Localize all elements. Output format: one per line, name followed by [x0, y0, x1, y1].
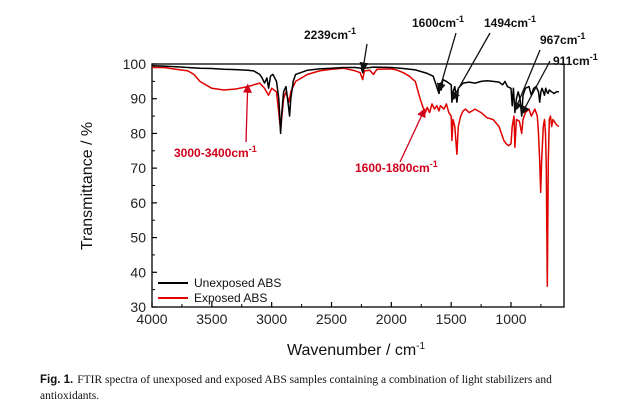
- x-tick-label: 1000: [495, 311, 526, 327]
- x-axis: 4000 3500 3000 2500 2000 1500 1000: [136, 302, 542, 327]
- annotation-arrow: [451, 32, 491, 101]
- series-line-exposed-abs: [152, 66, 560, 287]
- y-tick-label: 60: [130, 195, 146, 211]
- legend: Unexposed ABS Exposed ABS: [158, 276, 281, 305]
- annotation-arrow: [242, 83, 253, 143]
- annotation-label: 2239cm-1: [304, 26, 356, 42]
- x-axis-title: Wavenumber / cm-1: [287, 341, 426, 359]
- x-tick-label: 1500: [436, 311, 467, 327]
- figure-caption: Fig. 1. FTIR spectra of unexposed and exp…: [40, 372, 610, 404]
- x-tick-label: 3500: [196, 311, 227, 327]
- x-tick-label: 3000: [256, 311, 287, 327]
- y-tick-label: 80: [130, 125, 146, 141]
- annotation-label: 911cm-1: [553, 52, 598, 68]
- x-tick-label: 4000: [136, 311, 167, 327]
- annotation-arrow: [436, 32, 457, 93]
- y-tick-label: 90: [130, 91, 146, 107]
- x-tick-label: 2000: [376, 311, 407, 327]
- caption-label: Fig. 1.: [40, 374, 74, 386]
- caption-text: FTIR spectra of unexposed and exposed AB…: [40, 374, 552, 402]
- y-tick-label: 50: [130, 230, 146, 246]
- annotation-arrow: [521, 60, 551, 115]
- y-axis-title: Transmittance / %: [79, 122, 96, 250]
- plot-area-frame: [151, 63, 565, 308]
- series-line-unexposed-abs: [151, 64, 559, 135]
- annotation-label: 967cm-1: [540, 31, 585, 47]
- x-tick-label: 2500: [316, 311, 347, 327]
- legend-label-exposed: Exposed ABS: [194, 291, 267, 305]
- y-axis: 30 40 50 60 70 80 90 100: [123, 56, 157, 315]
- annotation-arrow: [359, 43, 369, 72]
- legend-label-unexposed: Unexposed ABS: [194, 276, 281, 290]
- annotation-label: 3000-3400cm-1: [174, 144, 257, 160]
- annotation-label: 1600cm-1: [412, 14, 464, 30]
- annotation-label: 1494cm-1: [484, 14, 536, 30]
- ftir-chart: 4000 3500 3000 2500 2000 1500 1000 30 40 50 60 70 8…: [79, 14, 598, 359]
- series-lines: [151, 64, 560, 287]
- y-tick-label: 40: [130, 264, 146, 280]
- annotation-arrow: [513, 49, 541, 112]
- y-tick-label: 30: [130, 299, 146, 315]
- y-tick-label: 100: [123, 56, 147, 72]
- annotation-label: 1600-1800cm-1: [355, 159, 438, 175]
- y-tick-label: 70: [130, 160, 146, 176]
- annotation-arrow: [399, 108, 426, 163]
